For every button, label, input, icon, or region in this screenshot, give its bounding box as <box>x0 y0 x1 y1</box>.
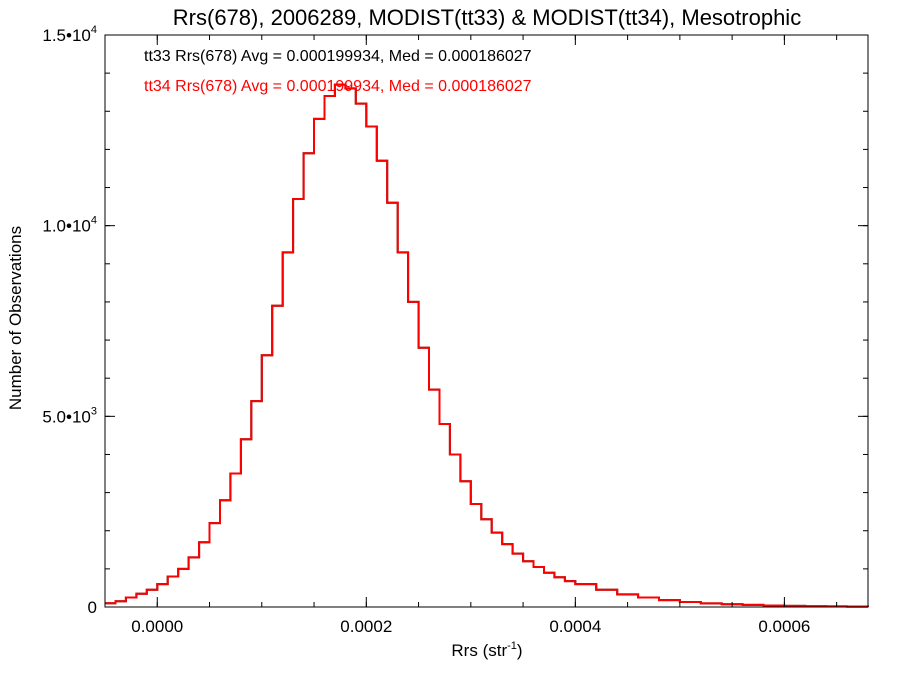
plot-frame <box>104 34 869 608</box>
x-axis-label: Rrs (str-1) <box>451 640 522 660</box>
chart-title: Rrs(678), 2006289, MODIST(tt33) & MODIST… <box>173 5 801 30</box>
y-axis-label: Number of Observations <box>6 226 25 410</box>
ticks-layer: 0.0000 0.0002 0.0004 0.0006 0 5.0•103 1.0•104 1… <box>42 24 868 636</box>
series-layer <box>105 83 869 608</box>
series-tt33-line <box>105 83 869 608</box>
x-tick-label: 0.0000 <box>131 617 183 636</box>
x-axis-label-main: Rrs (str <box>451 641 507 660</box>
x-axis-label-sup: -1 <box>507 640 517 652</box>
x-axis-label-close: ) <box>517 641 523 660</box>
y-tick-label: 5.0•103 <box>42 405 97 426</box>
x-tick-label: 0.0004 <box>549 617 601 636</box>
annotation-tt33: tt33 Rrs(678) Avg = 0.000199934, Med = 0… <box>144 48 532 65</box>
y-tick-label: 1.5•104 <box>42 24 97 45</box>
annotation-tt34: tt34 Rrs(678) Avg = 0.000199934, Med = 0… <box>144 78 532 95</box>
y-tick-label: 1.0•104 <box>42 215 97 236</box>
x-tick-label: 0.0006 <box>758 617 810 636</box>
series-tt34-line <box>105 83 869 608</box>
x-tick-label: 0.0002 <box>340 617 392 636</box>
y-tick-label: 0 <box>88 598 97 617</box>
